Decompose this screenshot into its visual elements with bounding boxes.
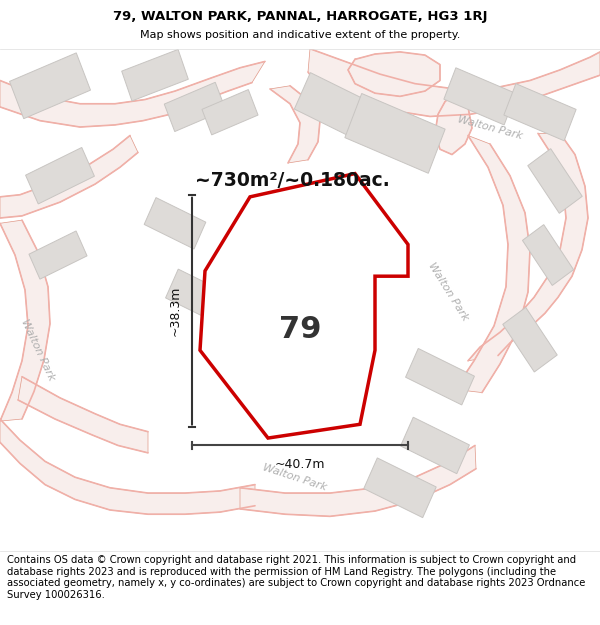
Bar [164,82,226,132]
Text: ~38.3m: ~38.3m [169,286,182,336]
Bar [401,418,469,474]
Bar [10,53,91,119]
Bar [202,89,258,135]
Text: Walton Park: Walton Park [426,261,470,323]
Bar [29,231,87,279]
Bar [523,224,574,286]
Bar [444,68,516,125]
Polygon shape [200,174,408,438]
Polygon shape [0,220,50,421]
Bar [262,359,318,405]
Bar [144,198,206,249]
Bar [364,458,436,518]
Bar [406,349,475,405]
Text: 79, WALTON PARK, PANNAL, HARROGATE, HG3 1RJ: 79, WALTON PARK, PANNAL, HARROGATE, HG3 … [113,10,487,22]
Bar [528,149,582,213]
Polygon shape [308,49,600,116]
Bar [166,269,235,326]
Polygon shape [240,446,476,516]
Bar [218,313,282,366]
Text: Walton Park: Walton Park [262,462,328,492]
Polygon shape [468,133,588,361]
Polygon shape [455,136,530,392]
Text: 79: 79 [279,314,321,344]
Bar [345,94,445,173]
Polygon shape [270,86,320,163]
Polygon shape [18,377,148,453]
Polygon shape [348,52,440,96]
Bar [26,148,94,204]
Bar [504,84,576,141]
Text: Walton Park: Walton Park [19,318,56,382]
Polygon shape [435,93,472,154]
Text: Contains OS data © Crown copyright and database right 2021. This information is : Contains OS data © Crown copyright and d… [7,555,586,600]
Bar [503,308,557,372]
Polygon shape [0,136,138,218]
Text: ~40.7m: ~40.7m [275,458,325,471]
Polygon shape [0,419,255,514]
Bar [295,72,376,141]
Text: ~730m²/~0.180ac.: ~730m²/~0.180ac. [195,171,390,191]
Polygon shape [0,61,265,127]
Bar [122,49,188,101]
Text: Map shows position and indicative extent of the property.: Map shows position and indicative extent… [140,30,460,40]
Text: Walton Park: Walton Park [457,114,524,141]
